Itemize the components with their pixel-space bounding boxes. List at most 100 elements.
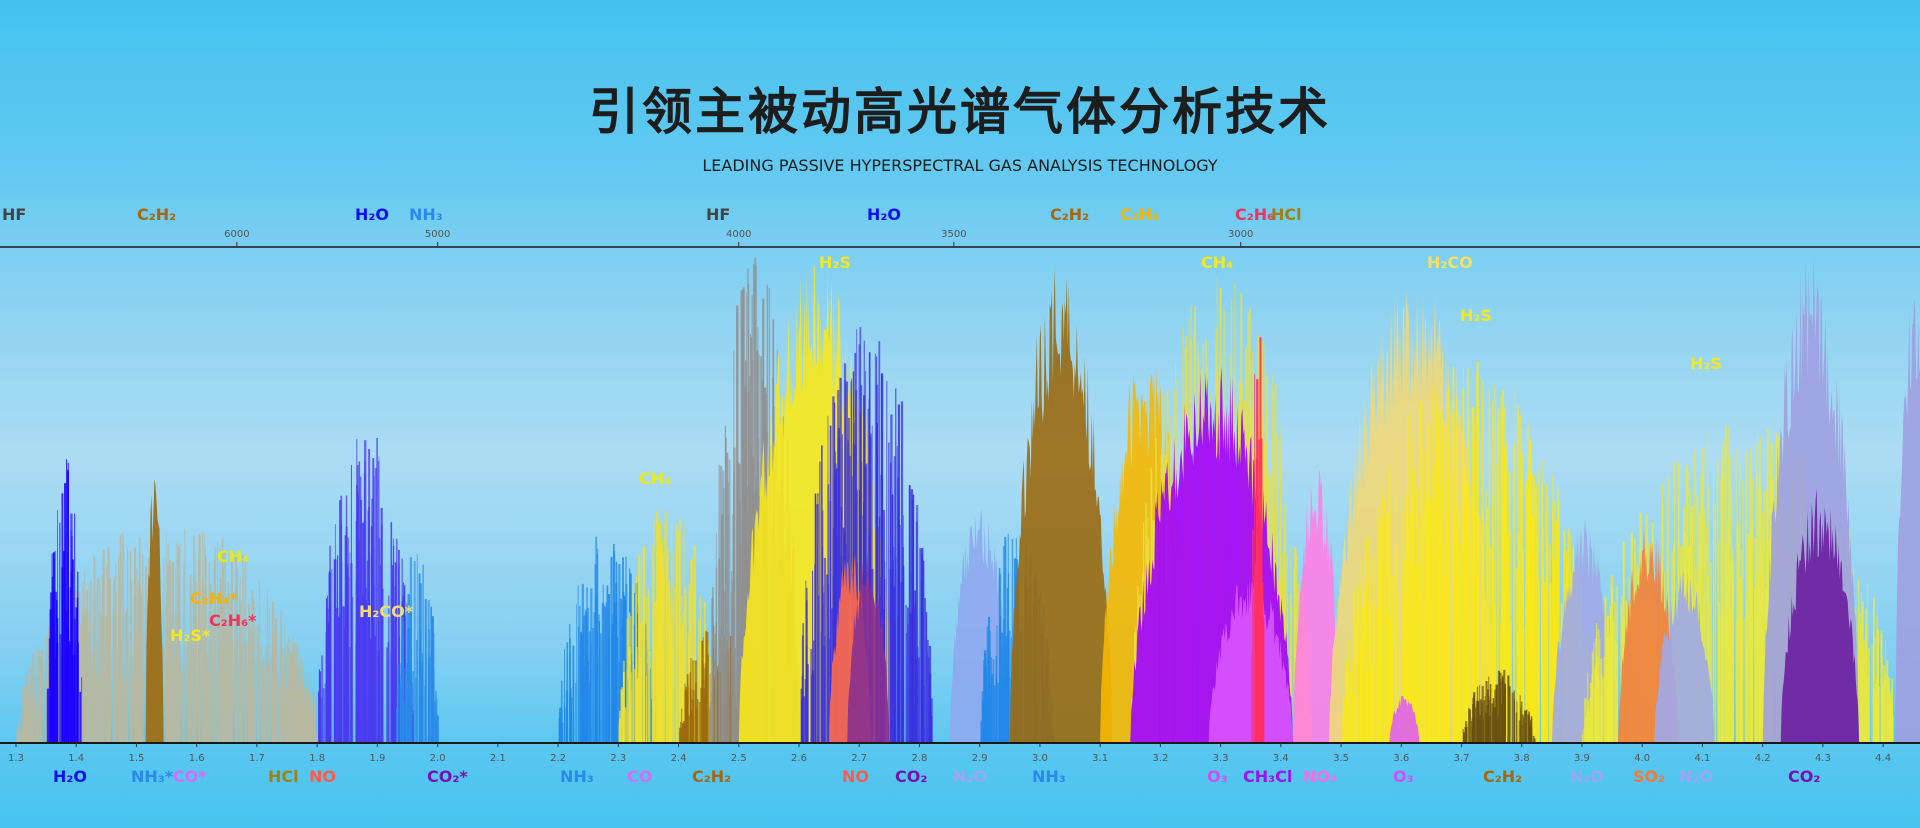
spectral-line (619, 598, 622, 743)
spectral-line (1463, 732, 1465, 743)
spectral-line (1744, 618, 1746, 743)
spectral-line (129, 551, 132, 743)
spectral-line (122, 666, 124, 743)
spectral-line (1745, 452, 1748, 743)
spectral-line (992, 659, 995, 743)
plot-gas-label: H₂CO* (359, 602, 414, 621)
spectral-line (1874, 637, 1876, 743)
spectral-line (922, 560, 925, 743)
spectral-line (718, 558, 721, 743)
spectral-line (340, 561, 343, 743)
spectral-line (221, 538, 224, 743)
spectral-line (908, 485, 911, 743)
spectral-line (64, 483, 67, 743)
spectral-line (679, 519, 681, 743)
spectral-line (1519, 483, 1521, 743)
spectral-line (1497, 714, 1499, 743)
spectral-line (592, 628, 595, 743)
spectral-line (1465, 497, 1467, 743)
spectral-line (698, 643, 700, 743)
spectral-line (1256, 379, 1259, 743)
spectral-line (1718, 541, 1720, 743)
spectral-line (1495, 688, 1498, 743)
bottom-tick-label: 3.8 (1514, 753, 1530, 764)
spectral-line (1876, 677, 1879, 743)
spectral-line (1502, 588, 1504, 743)
spectral-line (1476, 361, 1479, 743)
spectral-line (1465, 727, 1468, 743)
spectral-line (68, 641, 71, 743)
spectral-line (578, 627, 580, 743)
spectral-line (1405, 493, 1408, 743)
spectral-line (1403, 560, 1406, 743)
spectral-line (715, 567, 718, 743)
spectral-line (627, 638, 629, 743)
spectral-line (1363, 578, 1365, 743)
spectral-line (886, 381, 888, 743)
spectral-line (213, 559, 216, 743)
band-fill (1895, 297, 1920, 743)
plot-gas-label: H₂S* (170, 626, 211, 645)
spectral-line (559, 723, 561, 743)
spectral-line (22, 686, 26, 743)
spectral-line (850, 381, 852, 743)
bottom-tick-label: 2.4 (671, 753, 687, 764)
spectral-line (179, 542, 181, 743)
spectral-line (248, 603, 250, 743)
spectral-line (695, 708, 698, 743)
spectral-line (1707, 576, 1709, 743)
bottom-gas-label: NO (309, 767, 336, 786)
spectral-line (1861, 606, 1864, 743)
spectral-line (1446, 427, 1448, 743)
spectral-line (1524, 710, 1527, 743)
spectral-line (286, 690, 288, 743)
spectral-line (174, 645, 177, 743)
bottom-gas-label: CH₃Cl (1243, 767, 1292, 786)
spectral-line (1458, 508, 1461, 743)
spectral-line (560, 707, 562, 743)
spectral-line (298, 683, 300, 743)
top-gas-label: H₂O (355, 205, 389, 224)
spectral-line (338, 617, 341, 743)
spectral-line (262, 662, 264, 743)
spectral-line (134, 643, 136, 743)
spectral-line (285, 701, 287, 743)
bottom-gas-label: NH₃* (131, 767, 174, 786)
spectral-line (645, 597, 648, 743)
spectral-line (865, 371, 867, 743)
spectral-line (1357, 606, 1359, 743)
spectral-line (380, 507, 383, 743)
spectral-line (379, 538, 381, 743)
spectral-line (682, 720, 685, 743)
spectral-line (1757, 488, 1760, 743)
spectral-line (1541, 642, 1544, 743)
spectral-line (694, 564, 696, 743)
bottom-tick-label: 1.6 (189, 753, 205, 764)
spectral-line (234, 615, 237, 743)
spectral-line (254, 626, 257, 743)
spectral-line (1759, 645, 1762, 743)
plot-gas-label: H₂S (1690, 354, 1722, 373)
spectral-line (88, 677, 91, 743)
spectral-line (1505, 496, 1508, 743)
spectral-line (577, 585, 579, 743)
page-title: 引领主被动高光谱气体分析技术 (589, 83, 1331, 141)
spectral-line (921, 580, 923, 743)
spectral-line (130, 581, 133, 743)
spectral-line (1523, 627, 1525, 743)
spectral-line (658, 522, 660, 743)
spectral-line (350, 465, 352, 743)
spectral-line (1729, 608, 1732, 743)
spectral-line (1467, 368, 1469, 743)
spectral-line (1411, 438, 1413, 743)
spectral-line (742, 289, 745, 743)
spectral-line (29, 696, 31, 743)
spectral-line (888, 442, 890, 743)
bottom-gas-label: CO* (173, 767, 207, 786)
spectral-line (1714, 503, 1716, 743)
spectral-line (1591, 703, 1593, 743)
spectral-line (1888, 677, 1890, 743)
spectral-line (1460, 572, 1462, 743)
spectral-line (1520, 460, 1522, 743)
spectral-line (1724, 478, 1726, 743)
